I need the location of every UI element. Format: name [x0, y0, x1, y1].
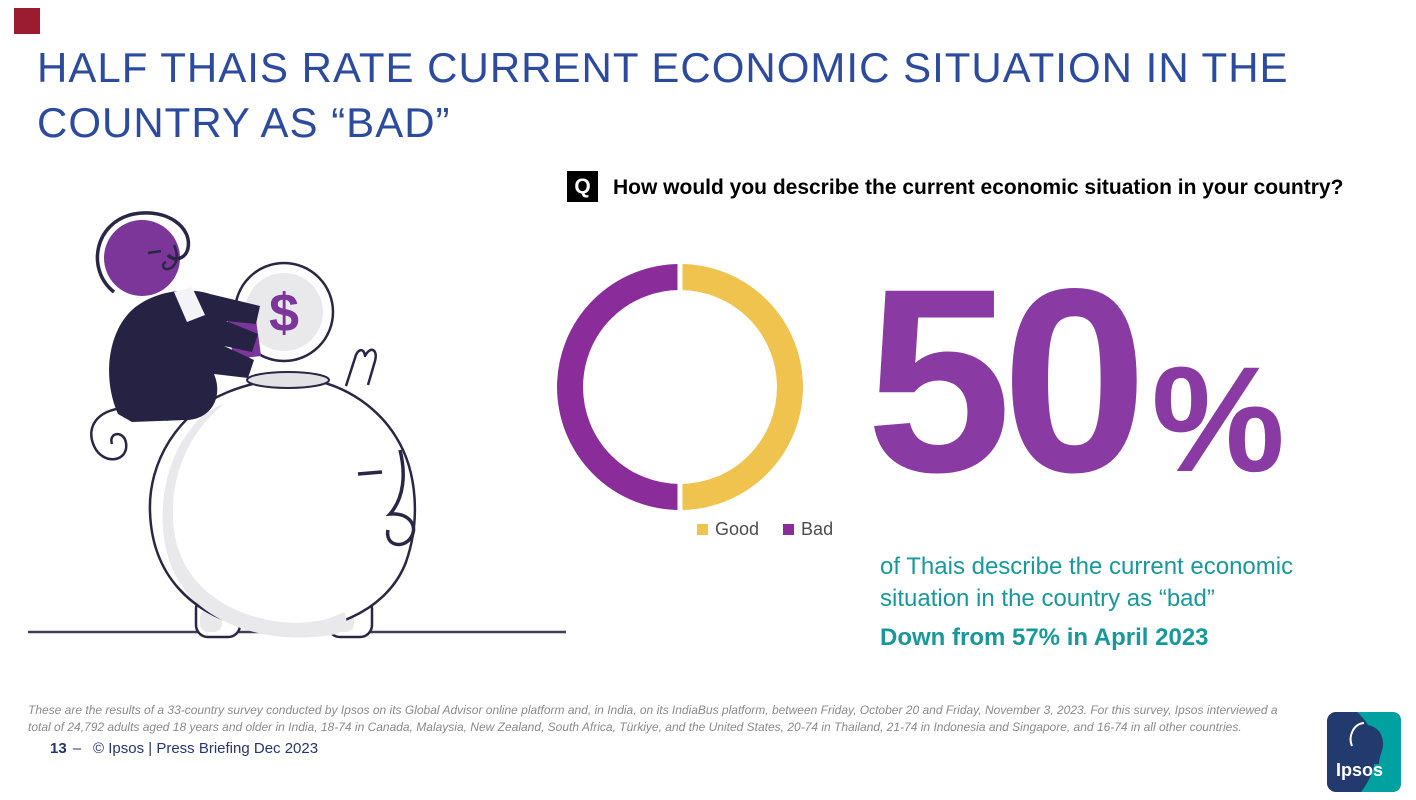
coin-slot: [246, 371, 330, 389]
legend-label-good: Good: [715, 519, 760, 539]
highlight-number: 50: [866, 234, 1147, 527]
logo-hair-swirl: [1349, 722, 1365, 747]
legend-item-good: Good: [697, 519, 759, 540]
person-head: [104, 220, 180, 296]
footer-dash: –: [72, 740, 82, 757]
red-accent-square: [14, 8, 40, 34]
question-text: How would you describe the current econo…: [613, 176, 1344, 199]
logo-wordmark: Ipsos: [1336, 760, 1383, 780]
donut-chart: [557, 263, 803, 511]
legend-label-bad: Bad: [801, 519, 834, 539]
legend-item-bad: Bad: [783, 519, 833, 540]
highlight-value: 50 %: [866, 250, 1285, 512]
legend-swatch-bad: [783, 524, 795, 535]
legend-swatch-good: [697, 524, 708, 535]
footer-text: © Ipsos | Press Briefing Dec 2023: [93, 740, 319, 757]
person-body: [109, 290, 261, 422]
logo-face-silhouette: [1356, 725, 1384, 764]
highlight-description-line2: situation in the country as “bad”: [880, 584, 1215, 612]
pig-snout: [385, 449, 416, 547]
trend-note: Down from 57% in April 2023: [880, 624, 1209, 651]
coin: $: [233, 261, 335, 363]
question-badge: Q: [567, 171, 598, 202]
coin-dollar-symbol: $: [269, 283, 299, 343]
footnote-line1: These are the results of a 33-country su…: [28, 703, 1278, 717]
page-title: HALF THAIS RATE CURRENT ECONOMIC SITUATI…: [37, 40, 1289, 151]
person-scarf: [174, 287, 205, 322]
highlight-percent-sign: %: [1151, 335, 1285, 503]
pig-eye: [357, 470, 383, 476]
donut-slice-bad: [557, 264, 681, 510]
donut-slice-good: [679, 264, 803, 510]
footnote-line2: total of 24,792 adults aged 18 years and…: [28, 720, 1242, 735]
person-hair: [95, 211, 191, 294]
page-title-line2: COUNTRY AS “BAD”: [37, 99, 451, 147]
highlight-description: of Thais describe the current economic s…: [880, 551, 1293, 614]
person-face: [147, 244, 178, 271]
pig-ear: [344, 348, 377, 387]
piggy-bank-illustration: $: [28, 211, 566, 639]
footer: 13 – © Ipsos | Press Briefing Dec 2023: [50, 740, 318, 757]
ipsos-logo: Ipsos: [1327, 712, 1401, 792]
page-number: 13: [50, 740, 67, 757]
highlight-description-line1: of Thais describe the current economic: [880, 553, 1294, 580]
footnote: These are the results of a 33-country su…: [28, 702, 1278, 737]
page-title-line1: HALF THAIS RATE CURRENT ECONOMIC SITUATI…: [37, 44, 1289, 91]
chart-legend: Good Bad: [697, 519, 833, 540]
